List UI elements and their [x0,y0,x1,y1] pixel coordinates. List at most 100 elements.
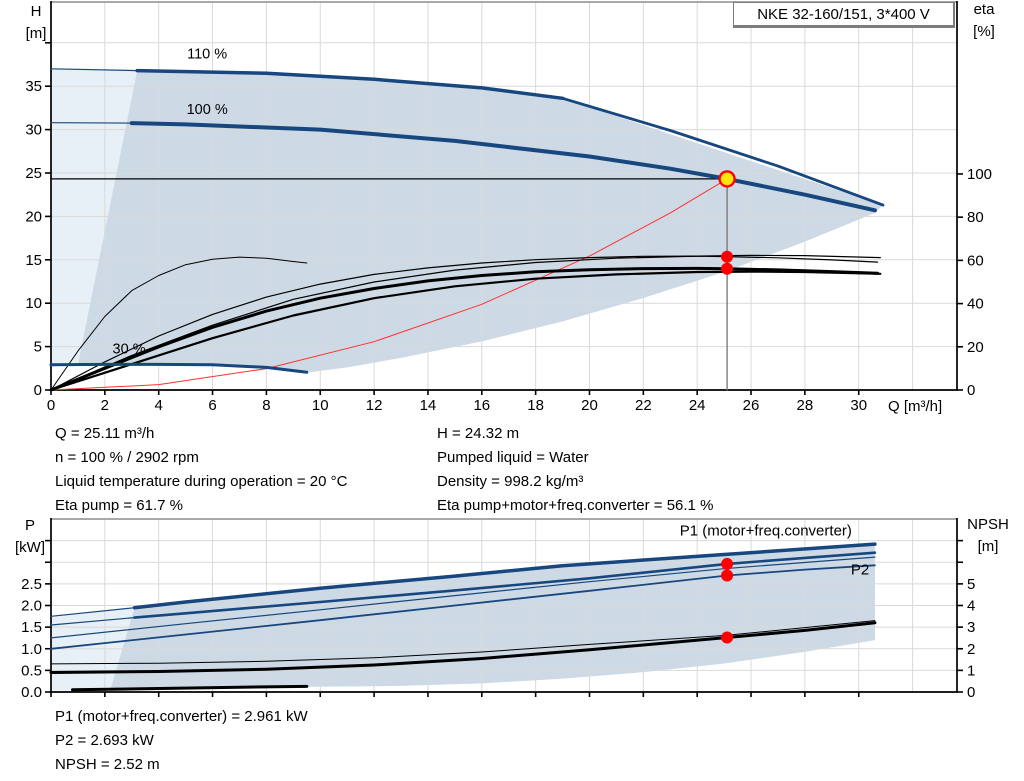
head-curve-110pct [135,68,565,101]
info-line-flow: Q = 25.11 m³/h [55,425,155,442]
y-left-axis-label: H [31,3,42,20]
head-curve-110pct-min [50,68,138,72]
tick-label: 14 [420,397,437,414]
y-left-axis-label: [kW] [15,539,45,556]
eta-pump-curve-110pct [50,254,881,391]
tick-label: 20 [25,208,42,225]
speed-label-110pct: 110 % [187,46,227,62]
duty-point[interactable] [718,170,736,188]
tick-label: 1.0 [21,641,42,658]
speed-label-30pct: 30 % [113,342,146,358]
info-line-eta-pump: Eta pump = 61.7 % [55,497,183,514]
p1-curve-100pct-min [50,616,136,626]
eta-pump-curve-100pct [50,255,879,391]
y-right-axis-label: [m] [978,538,999,555]
power-curve-30pct [71,684,309,692]
tick-label: 8 [262,397,270,414]
tick-label: 5 [967,576,975,593]
p2-curve-label: P2 [851,561,869,578]
tick-label: 22 [635,397,652,414]
eta-total-curve-100pct [49,266,880,392]
info-line-density: Density = 998.2 kg/m³ [437,473,584,490]
y-right-axis-label: eta [974,1,996,18]
tick-label: 1 [967,662,975,679]
tick-label: 1.5 [21,619,42,636]
info-line-head: H = 24.32 m [437,425,520,442]
p1-point [721,557,734,570]
eta-total-point [721,262,734,275]
tick-label: 26 [743,397,760,414]
tick-label: 4 [967,598,975,615]
operating-envelope-dark [77,70,883,373]
pump-title: NKE 32-160/151, 3*400 V [757,5,930,23]
tick-label: 6 [208,397,216,414]
p2-curve-100pct [50,564,876,650]
tick-label: 18 [527,397,544,414]
tick-label: 30 [850,397,867,414]
tick-label: 10 [312,397,329,414]
p1-curve-110pct [132,542,877,610]
info-line-p1: P1 (motor+freq.converter) = 2.961 kW [55,708,308,725]
info-line-speed: n = 100 % / 2902 rpm [55,449,199,466]
power-limit-line [561,96,885,207]
info-line-eta-total: Eta pump+motor+freq.converter = 56.1 % [437,497,714,514]
system-curve [50,178,728,391]
tick-label: 100 [967,166,992,183]
p1-curve-110pct-min [50,607,136,617]
tick-label: 20 [581,397,598,414]
head-curve-100pct [129,121,877,213]
x-axis-unit-label: Q [m³/h] [888,398,942,415]
y-left-axis-label: P [25,517,35,534]
duty-info-right: H = 24.32 m Pumped liquid = Water Densit… [437,422,713,518]
y-right-axis-label: [%] [973,23,995,40]
power-npsh-chart: 0.0 0.5 1.0 1.5 2.0 2.5 0 1 2 3 4 5 P [kW] NPSH [m] P1 (… [15,516,1009,701]
npsh-point [721,631,734,644]
info-line-liquid: Pumped liquid = Water [437,449,589,466]
tick-label: 0 [967,382,975,399]
p1-curve-100pct [133,551,877,619]
tick-label: 15 [25,252,42,269]
tick-label: 30 [25,122,42,139]
speed-label-100pct: 100 % [187,102,228,118]
eta-pump-point [721,250,734,263]
tick-label: 16 [473,397,490,414]
p2-point [721,569,734,582]
tick-label: 0 [34,382,42,399]
npsh-curve-thin [50,620,876,665]
npsh-curve [49,621,877,674]
tick-label: 2 [967,641,975,658]
p1-curve-label: P1 (motor+freq.converter) [680,522,852,539]
tick-label: 80 [967,209,984,226]
tick-label: 10 [25,295,42,312]
tick-label: 5 [34,339,42,356]
tick-label: 40 [967,296,984,313]
info-line-temperature: Liquid temperature during operation = 20… [55,473,348,490]
y-right-axis-label: NPSH [967,516,1009,533]
info-line-npsh: NPSH = 2.52 m [55,756,160,773]
info-line-p2: P2 = 2.693 kW [55,732,154,749]
y-left-axis-label: [m] [26,25,47,42]
tick-label: 35 [25,78,42,95]
tick-label: 2 [101,397,109,414]
power-info-block: P1 (motor+freq.converter) = 2.961 kW P2 … [55,705,308,777]
tick-label: 0 [967,684,975,701]
tick-label: 12 [366,397,383,414]
pump-title-box: NKE 32-160/151, 3*400 V [733,2,955,28]
tick-label: 0 [47,397,55,414]
tick-label: 2.5 [21,576,42,593]
tick-label: 2.0 [21,598,42,615]
tick-label: 4 [155,397,163,414]
tick-label: 60 [967,252,984,269]
duty-info-left: Q = 25.11 m³/h n = 100 % / 2902 rpm Liqu… [55,422,347,518]
tick-label: 0.0 [21,684,42,701]
tick-label: 25 [25,165,42,182]
tick-label: 3 [967,619,975,636]
eta-curve-30pct [50,256,308,391]
head-curve-30pct [49,362,309,374]
tick-label: 24 [689,397,706,414]
eta-total-curve-110pct [49,270,882,392]
tick-label: 0.5 [21,662,42,679]
